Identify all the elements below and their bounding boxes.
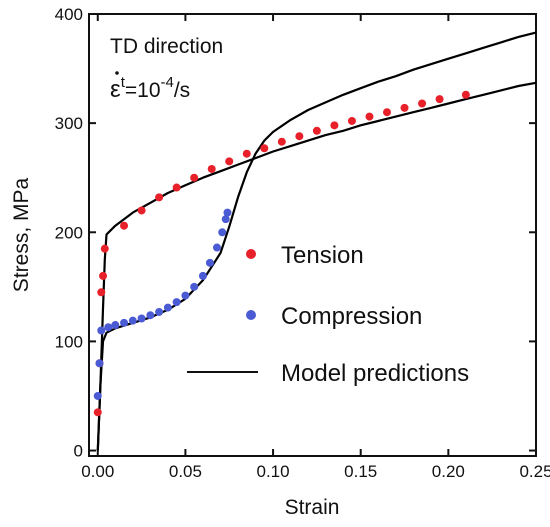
legend-tension-label: Tension [281, 242, 364, 269]
tension-point [461, 90, 470, 99]
tension-point [330, 121, 339, 130]
tension-point [277, 137, 286, 146]
tension-point [225, 157, 234, 166]
tension-point [97, 288, 106, 297]
compression-point [104, 323, 113, 332]
compression-point [128, 316, 137, 325]
model-curve-1 [96, 81, 537, 451]
compression-point [146, 311, 155, 320]
x-tick-label: 0.15 [344, 462, 377, 481]
x-tick-label: 0.00 [81, 462, 114, 481]
tension-point [172, 183, 181, 192]
tension-point [260, 144, 269, 153]
compression-point [120, 318, 129, 327]
tension-point [207, 164, 216, 173]
compression-point [205, 258, 214, 267]
tension-point [99, 271, 108, 280]
legend: Tension Compression Model predictions [187, 242, 469, 387]
y-tick-label: 200 [55, 223, 83, 242]
strain-rate-exponent: -4 [161, 74, 174, 91]
tension-point [383, 108, 391, 117]
legend-model-label: Model predictions [281, 360, 469, 387]
y-tick-label: 0 [74, 442, 83, 461]
tension-point [312, 126, 321, 135]
legend-compression-label: Compression [281, 303, 422, 330]
strain-rate-equals: =10 [125, 79, 161, 102]
strain-rate-dot [115, 71, 119, 75]
tension-point [295, 132, 304, 141]
compression-point [223, 208, 232, 217]
tension-point [93, 408, 102, 417]
tension-point [400, 103, 409, 112]
compression-point [190, 282, 199, 291]
compression-point [198, 271, 207, 280]
tension-point [435, 95, 444, 104]
x-tick-label: 0.05 [169, 462, 202, 481]
compression-point [155, 307, 164, 316]
tension-point [190, 173, 199, 182]
compression-point [137, 314, 146, 323]
strain-rate-unit: /s [174, 79, 190, 102]
y-axis-title: Stress, MPa [10, 178, 33, 293]
strain-rate-symbol: ε [110, 76, 121, 103]
compression-point [212, 243, 221, 252]
annotation-strain-rate: εt=10-4/s [110, 74, 190, 103]
compression-point [172, 298, 181, 307]
x-tick-label: 0.10 [257, 462, 290, 481]
compression-point [97, 326, 106, 335]
annotation-direction: TD direction [110, 35, 223, 58]
tension-point [347, 116, 356, 125]
tension-point [418, 99, 427, 108]
compression-point [181, 291, 190, 300]
legend-tension-marker [246, 249, 256, 259]
strain-rate-superscript: t [121, 74, 126, 91]
compression-point [163, 303, 172, 312]
compression-point [221, 215, 230, 224]
x-tick-label: 0.20 [432, 462, 465, 481]
compression-point [111, 321, 120, 330]
x-tick-label: 0.25 [519, 462, 550, 481]
tension-point [120, 221, 129, 230]
x-axis-title: Strain [285, 496, 340, 519]
compression-point [93, 391, 102, 400]
compression-point [95, 359, 104, 368]
compression-point [218, 228, 227, 237]
y-tick-label: 100 [55, 332, 83, 351]
tension-point [100, 244, 109, 253]
tension-point [242, 149, 251, 158]
y-axis: 0 100 200 300 400 [55, 5, 536, 461]
plot-frame [88, 13, 537, 457]
tension-point [137, 206, 146, 215]
tension-point [365, 112, 374, 121]
tension-point [155, 193, 164, 202]
x-axis: 0.00 0.05 0.10 0.15 0.20 0.25 [81, 14, 550, 481]
y-tick-label: 400 [55, 5, 83, 24]
compression-series [93, 208, 232, 400]
y-tick-label: 300 [55, 114, 83, 133]
legend-compression-marker [246, 310, 256, 320]
